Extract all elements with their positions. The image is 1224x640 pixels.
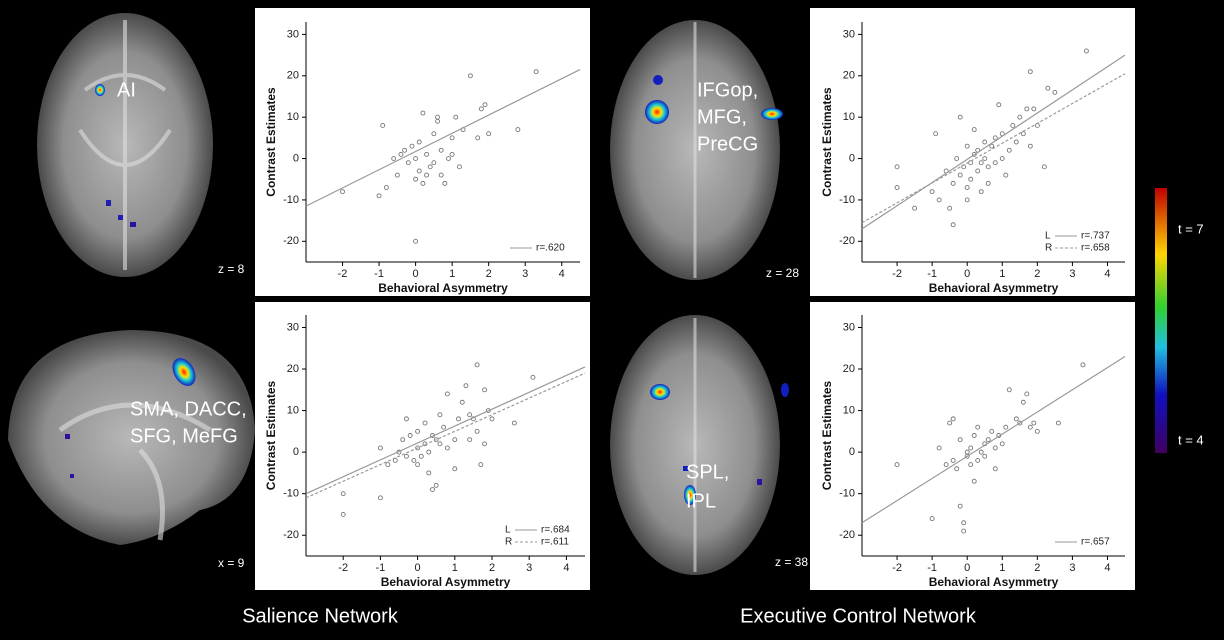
y-tick-label: 0 [293, 152, 299, 164]
x-tick-label: 2 [1034, 268, 1040, 280]
region-label: IFGop, [697, 79, 758, 101]
x-tick-label: 1 [449, 268, 455, 280]
legend-label: r=.620 [536, 243, 565, 254]
y-axis-label: Contrast Estimates [264, 87, 278, 197]
x-tick-label: 3 [1069, 562, 1075, 574]
y-tick-label: 20 [287, 363, 299, 375]
y-tick-label: 20 [843, 70, 855, 82]
y-tick-label: 0 [849, 446, 855, 458]
region-label: SMA, DACC, [130, 398, 247, 420]
legend-name: R [1045, 243, 1052, 254]
y-tick-label: -20 [283, 529, 299, 541]
x-tick-label: 2 [486, 268, 492, 280]
y-tick-label: -10 [839, 488, 855, 500]
y-tick-label: 10 [287, 111, 299, 123]
x-axis-label: Behavioral Asymmetry [929, 281, 1059, 295]
y-tick-label: 20 [843, 363, 855, 375]
region-label: SFG, MeFG [130, 425, 238, 447]
slice-coordinate: z = 8 [218, 262, 245, 276]
region-label: PreCG [697, 133, 758, 155]
x-tick-label: 2 [1034, 562, 1040, 574]
legend-label: r=.658 [1081, 243, 1110, 254]
legend-label: r=.684 [541, 525, 570, 536]
x-axis-label: Behavioral Asymmetry [929, 575, 1059, 589]
legend-label: r=.611 [541, 537, 569, 548]
x-tick-label: -2 [338, 562, 348, 574]
legend-name: L [1045, 231, 1051, 242]
x-tick-label: -2 [338, 268, 348, 280]
y-tick-label: -20 [283, 235, 299, 247]
y-tick-label: 10 [287, 404, 299, 416]
x-tick-label: 4 [1104, 562, 1110, 574]
colorbar-label: t = 7 [1178, 221, 1204, 236]
colorbar [1155, 188, 1167, 453]
y-tick-label: -20 [839, 529, 855, 541]
x-tick-label: 1 [999, 268, 1005, 280]
x-tick-label: -2 [892, 268, 902, 280]
x-tick-label: -1 [927, 562, 937, 574]
x-tick-label: 4 [1104, 268, 1110, 280]
y-tick-label: -10 [839, 194, 855, 206]
x-tick-label: 4 [559, 268, 565, 280]
y-tick-label: 20 [287, 70, 299, 82]
y-axis-label: Contrast Estimates [264, 380, 278, 490]
region-label: IPL [686, 490, 716, 512]
legend-label: r=.657 [1081, 537, 1110, 548]
slice-coordinate: z = 38 [775, 555, 808, 569]
slice-coordinate: z = 28 [766, 266, 799, 280]
slice-coordinate: x = 9 [218, 556, 245, 570]
y-axis-label: Contrast Estimates [820, 380, 834, 490]
y-tick-label: 10 [843, 404, 855, 416]
y-tick-label: 0 [849, 152, 855, 164]
x-tick-label: 3 [1069, 268, 1075, 280]
y-tick-label: 30 [843, 321, 855, 333]
y-tick-label: 30 [287, 321, 299, 333]
x-tick-label: 0 [415, 562, 421, 574]
y-tick-label: 10 [843, 111, 855, 123]
y-tick-label: 30 [287, 28, 299, 40]
x-tick-label: 3 [522, 268, 528, 280]
y-tick-label: 0 [293, 446, 299, 458]
figure: AI z = 8 SMA, DACC, SFG, MeFG x = 9 IFGo… [0, 0, 1224, 640]
region-label: MFG, [697, 106, 747, 128]
x-tick-label: 3 [526, 562, 532, 574]
x-tick-label: -1 [376, 562, 386, 574]
y-tick-label: -10 [283, 488, 299, 500]
legend-name: R [505, 537, 512, 548]
x-tick-label: 4 [563, 562, 569, 574]
x-tick-label: 1 [999, 562, 1005, 574]
network-label: Salience Network [242, 605, 399, 627]
x-tick-label: -2 [892, 562, 902, 574]
x-tick-label: 2 [489, 562, 495, 574]
x-axis-label: Behavioral Asymmetry [378, 281, 508, 295]
colorbar-label: t = 4 [1178, 432, 1204, 447]
x-tick-label: 1 [452, 562, 458, 574]
x-tick-label: 0 [964, 562, 970, 574]
y-axis-label: Contrast Estimates [820, 87, 834, 197]
region-label: SPL, [686, 461, 729, 483]
x-tick-label: -1 [374, 268, 384, 280]
brain-axial-1 [37, 13, 213, 277]
x-tick-label: 0 [413, 268, 419, 280]
network-label: Executive Control Network [740, 605, 977, 627]
y-tick-label: -20 [839, 235, 855, 247]
y-tick-label: 30 [843, 28, 855, 40]
x-axis-label: Behavioral Asymmetry [381, 575, 511, 589]
legend-label: r=.737 [1081, 231, 1110, 242]
x-tick-label: -1 [927, 268, 937, 280]
y-tick-label: -10 [283, 194, 299, 206]
legend-name: L [505, 525, 511, 536]
region-label: AI [117, 79, 136, 101]
x-tick-label: 0 [964, 268, 970, 280]
